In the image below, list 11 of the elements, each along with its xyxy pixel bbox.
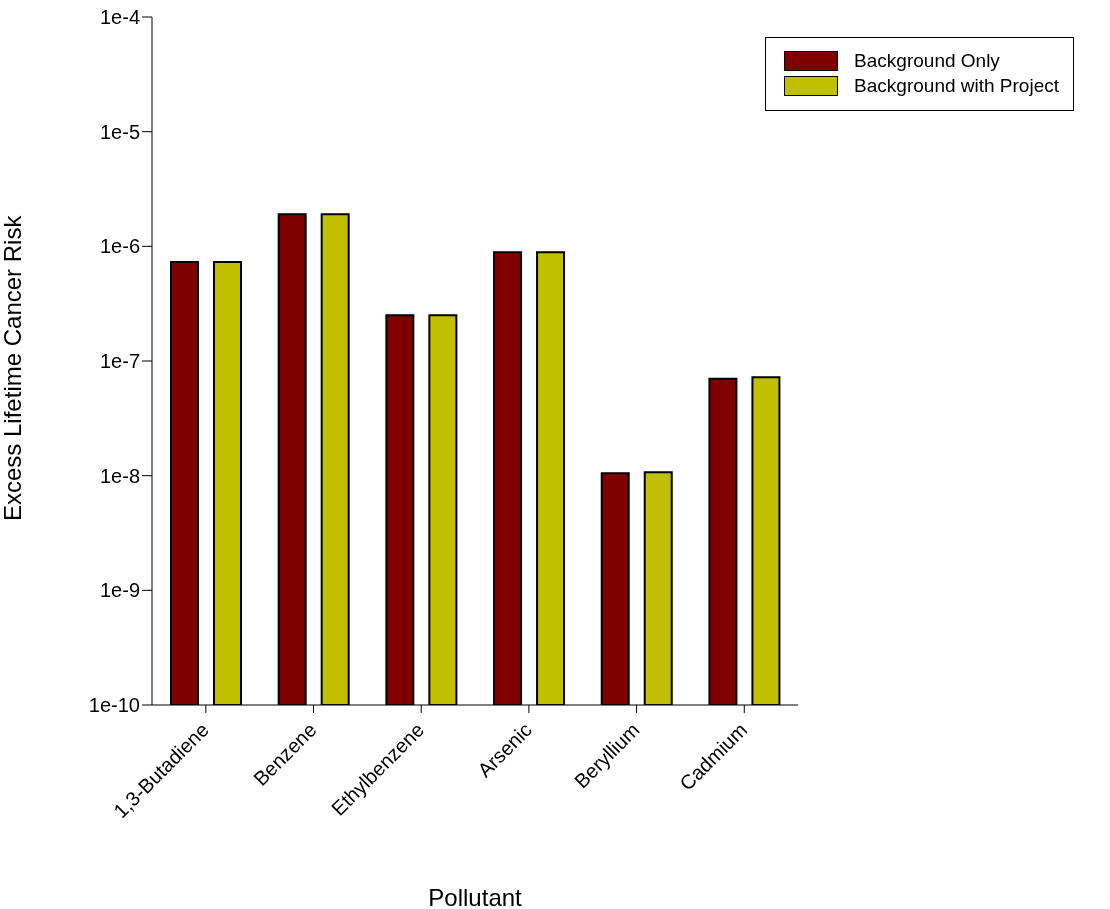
y-tick-label: 1e-4 xyxy=(99,6,140,29)
y-tick-label: 1e-5 xyxy=(99,120,140,143)
x-axis-title: Pollutant xyxy=(428,884,523,909)
y-tick-label: 1e-10 xyxy=(88,694,140,717)
legend-label: Background with Project xyxy=(854,75,1059,97)
legend-label: Background Only xyxy=(854,50,1000,72)
y-tick-label: 1e-7 xyxy=(99,350,140,373)
y-axis-title: Excess Lifetime Cancer Risk xyxy=(0,214,26,521)
y-tick-label: 1e-8 xyxy=(99,464,140,487)
y-tick-label: 1e-9 xyxy=(99,579,140,602)
y-tick-label: 1e-6 xyxy=(99,235,140,258)
